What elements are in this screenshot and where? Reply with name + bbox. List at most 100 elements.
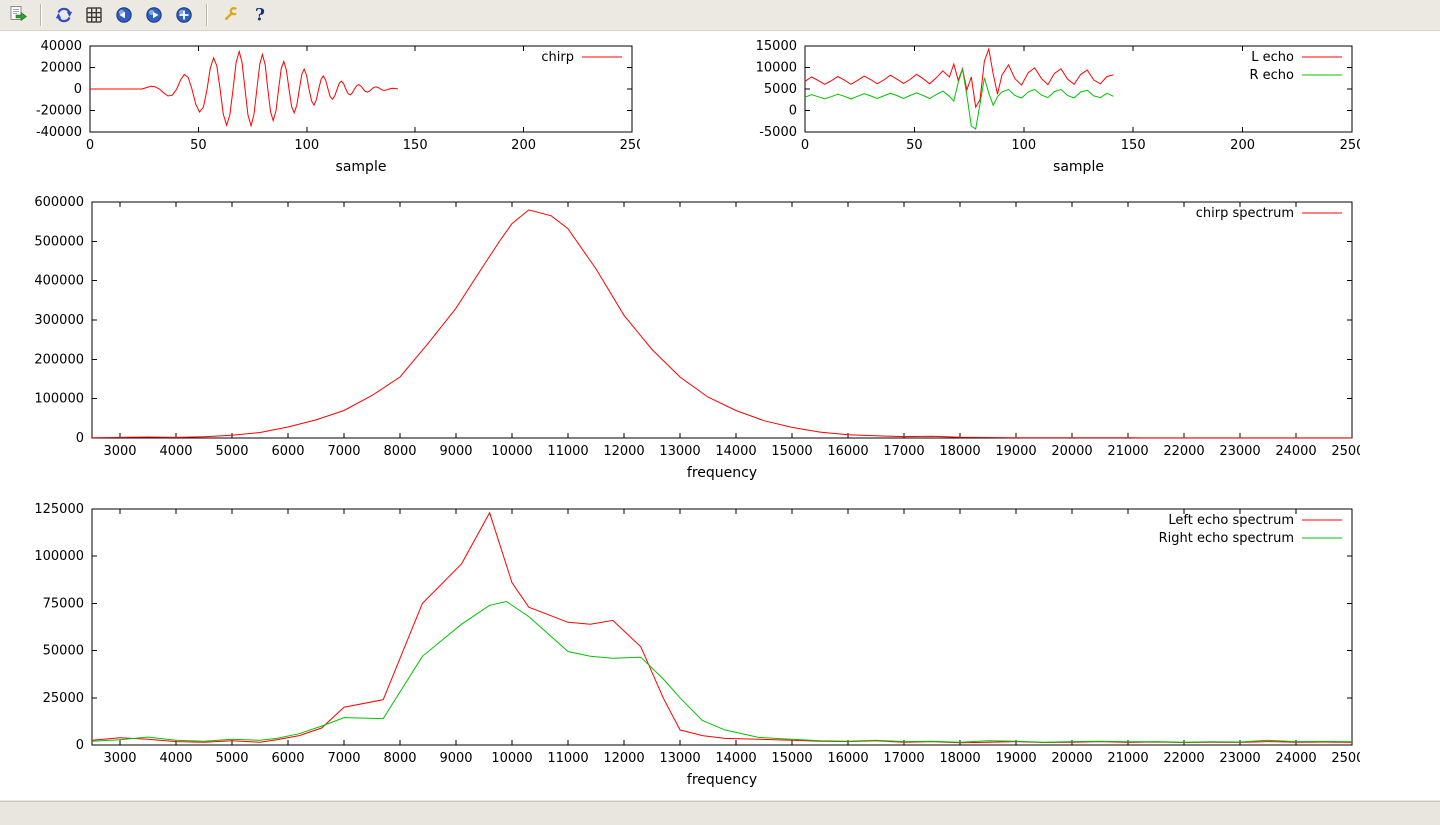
svg-text:9000: 9000 bbox=[439, 444, 472, 459]
svg-text:22000: 22000 bbox=[1163, 751, 1204, 766]
svg-text:0: 0 bbox=[76, 738, 84, 753]
svg-text:23000: 23000 bbox=[1219, 751, 1260, 766]
chart-chirp[interactable]: 0 50 100 150 200 250 -40000 -20000 0 20000 40000 ch… bbox=[20, 36, 640, 186]
svg-text:0: 0 bbox=[86, 138, 94, 153]
svg-text:20000: 20000 bbox=[1051, 751, 1092, 766]
svg-text:frequency: frequency bbox=[687, 465, 757, 481]
svg-text:15000: 15000 bbox=[771, 751, 812, 766]
svg-text:16000: 16000 bbox=[827, 444, 868, 459]
svg-text:25000: 25000 bbox=[43, 691, 84, 706]
svg-text:25000: 25000 bbox=[1331, 751, 1360, 766]
svg-text:18000: 18000 bbox=[939, 444, 980, 459]
svg-text:3000: 3000 bbox=[103, 444, 136, 459]
svg-text:11000: 11000 bbox=[547, 444, 588, 459]
svg-text:100: 100 bbox=[294, 138, 319, 153]
svg-text:250: 250 bbox=[1340, 138, 1360, 153]
svg-text:150: 150 bbox=[1121, 138, 1146, 153]
svg-text:chirp: chirp bbox=[541, 50, 574, 65]
autoscale-icon bbox=[176, 7, 192, 23]
svg-text:9000: 9000 bbox=[439, 751, 472, 766]
svg-text:5000: 5000 bbox=[764, 82, 797, 97]
chart-chirp-spectrum[interactable]: 3000 4000 5000 6000 7000 8000 9000 10000 11000 12… bbox=[20, 192, 1360, 492]
svg-text:100: 100 bbox=[1011, 138, 1036, 153]
svg-text:0: 0 bbox=[76, 431, 84, 446]
svg-text:300000: 300000 bbox=[34, 313, 84, 328]
svg-text:50: 50 bbox=[906, 138, 923, 153]
help-button[interactable]: ? bbox=[246, 2, 274, 28]
svg-text:16000: 16000 bbox=[827, 751, 868, 766]
plot-canvas: 050100150200250-40000-2000002000040000ch… bbox=[0, 31, 1440, 800]
svg-text:6000: 6000 bbox=[271, 444, 304, 459]
svg-text:11000: 11000 bbox=[547, 751, 588, 766]
svg-text:23000: 23000 bbox=[1219, 444, 1260, 459]
svg-text:Left echo spectrum: Left echo spectrum bbox=[1168, 513, 1294, 528]
export-plot-icon bbox=[10, 6, 28, 22]
svg-text:19000: 19000 bbox=[995, 444, 1036, 459]
svg-text:50: 50 bbox=[190, 138, 207, 153]
toolbar: ? bbox=[0, 0, 1440, 31]
svg-text:25000: 25000 bbox=[1331, 444, 1360, 459]
replot-icon bbox=[55, 7, 73, 23]
svg-text:4000: 4000 bbox=[159, 751, 192, 766]
svg-text:40000: 40000 bbox=[41, 39, 82, 54]
autoscale-button[interactable] bbox=[170, 2, 198, 28]
svg-text:3000: 3000 bbox=[103, 751, 136, 766]
svg-text:150: 150 bbox=[403, 138, 428, 153]
svg-text:50000: 50000 bbox=[43, 644, 84, 659]
svg-text:24000: 24000 bbox=[1275, 751, 1316, 766]
svg-text:4000: 4000 bbox=[159, 444, 192, 459]
zoom-previous-button[interactable] bbox=[110, 2, 138, 28]
svg-text:Right echo spectrum: Right echo spectrum bbox=[1159, 531, 1294, 546]
svg-text:5000: 5000 bbox=[215, 751, 248, 766]
svg-text:12000: 12000 bbox=[603, 751, 644, 766]
chart-echo-spectra[interactable]: 3000 4000 5000 6000 7000 8000 9000 10000 11000 12… bbox=[20, 499, 1360, 799]
svg-text:0: 0 bbox=[801, 138, 809, 153]
svg-text:8000: 8000 bbox=[383, 444, 416, 459]
svg-text:600000: 600000 bbox=[34, 195, 84, 210]
svg-text:20000: 20000 bbox=[1051, 444, 1092, 459]
zoom-previous-icon bbox=[116, 7, 132, 23]
svg-text:-5000: -5000 bbox=[759, 125, 797, 140]
svg-text:sample: sample bbox=[1053, 159, 1104, 175]
svg-text:7000: 7000 bbox=[327, 751, 360, 766]
status-bar bbox=[0, 801, 1440, 825]
svg-text:7000: 7000 bbox=[327, 444, 360, 459]
svg-text:10000: 10000 bbox=[491, 444, 532, 459]
svg-text:-20000: -20000 bbox=[36, 104, 82, 119]
svg-text:frequency: frequency bbox=[687, 772, 757, 788]
svg-text:13000: 13000 bbox=[659, 751, 700, 766]
svg-text:200: 200 bbox=[511, 138, 536, 153]
svg-text:200: 200 bbox=[1230, 138, 1255, 153]
help-icon: ? bbox=[255, 6, 265, 26]
svg-text:0: 0 bbox=[74, 82, 82, 97]
toggle-grid-button[interactable] bbox=[80, 2, 108, 28]
svg-text:R echo: R echo bbox=[1249, 68, 1294, 83]
svg-text:21000: 21000 bbox=[1107, 444, 1148, 459]
svg-text:10000: 10000 bbox=[491, 751, 532, 766]
toolbar-separator bbox=[40, 4, 42, 26]
svg-text:chirp spectrum: chirp spectrum bbox=[1196, 206, 1294, 221]
export-plot-button[interactable] bbox=[4, 2, 32, 28]
zoom-next-icon bbox=[146, 7, 162, 23]
svg-text:13000: 13000 bbox=[659, 444, 700, 459]
replot-button[interactable] bbox=[50, 2, 78, 28]
svg-text:18000: 18000 bbox=[939, 751, 980, 766]
svg-text:100000: 100000 bbox=[34, 392, 84, 407]
svg-text:14000: 14000 bbox=[715, 751, 756, 766]
svg-text:15000: 15000 bbox=[756, 39, 797, 54]
svg-text:125000: 125000 bbox=[34, 502, 84, 517]
svg-text:0: 0 bbox=[789, 104, 797, 119]
chart-echoes[interactable]: 0 50 100 150 200 250 -5000 0 5000 10000 15000 L ech… bbox=[740, 36, 1360, 186]
svg-text:19000: 19000 bbox=[995, 751, 1036, 766]
zoom-next-button[interactable] bbox=[140, 2, 168, 28]
svg-text:5000: 5000 bbox=[215, 444, 248, 459]
configure-button[interactable] bbox=[216, 2, 244, 28]
svg-text:L echo: L echo bbox=[1251, 50, 1294, 65]
svg-text:6000: 6000 bbox=[271, 751, 304, 766]
svg-text:250: 250 bbox=[620, 138, 640, 153]
svg-text:17000: 17000 bbox=[883, 444, 924, 459]
toolbar-separator bbox=[206, 4, 208, 26]
svg-text:24000: 24000 bbox=[1275, 444, 1316, 459]
toggle-grid-icon bbox=[86, 7, 102, 23]
svg-text:10000: 10000 bbox=[756, 61, 797, 76]
